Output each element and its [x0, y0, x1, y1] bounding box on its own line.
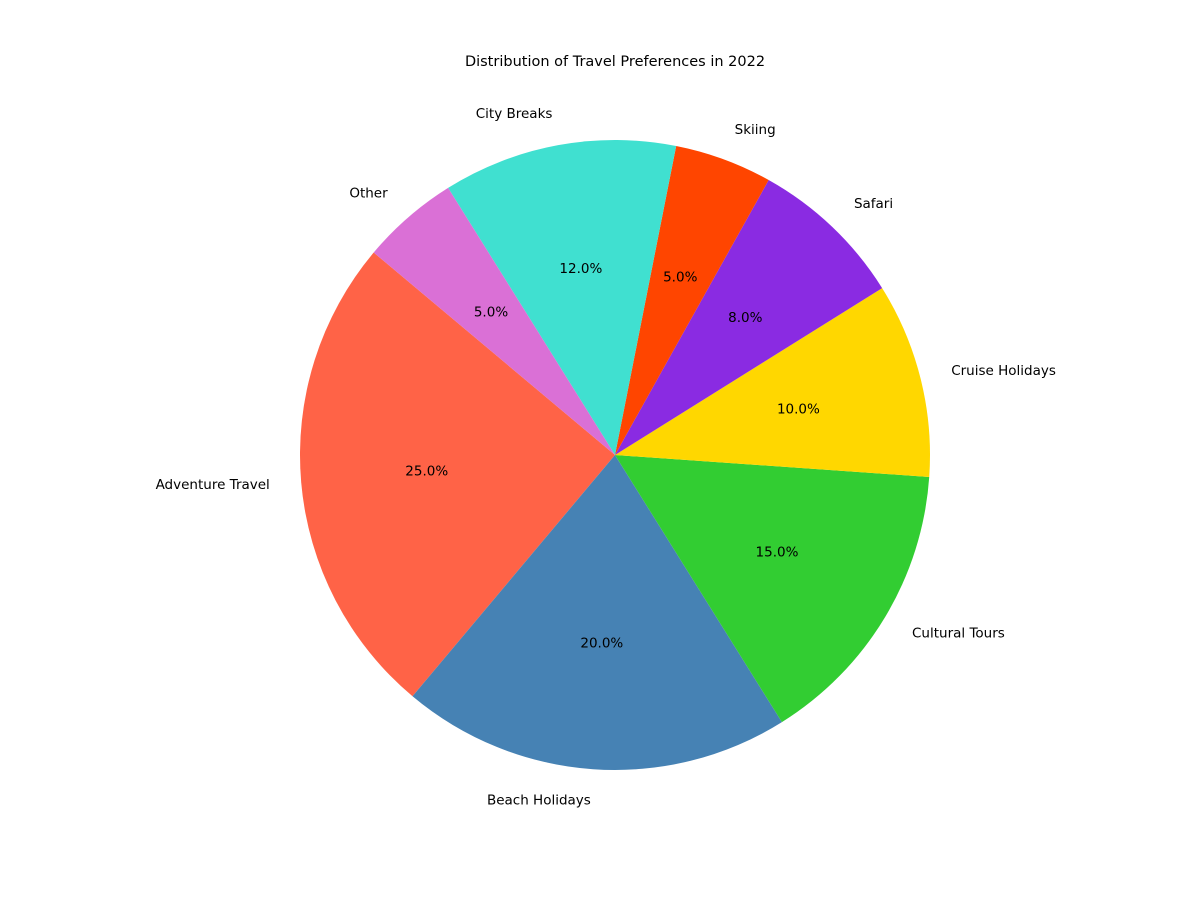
pct-label-adventure-travel: 25.0%	[405, 463, 448, 479]
slice-label-cruise-holidays: Cruise Holidays	[951, 363, 1056, 379]
pct-label-skiing: 5.0%	[663, 270, 697, 286]
pie-slice-cruise-holidays	[615, 288, 930, 477]
pie-slice-other	[373, 187, 615, 456]
pie-slice-city-breaks	[448, 140, 677, 455]
pie-slice-safari	[615, 180, 883, 455]
slice-label-skiing: Skiing	[735, 122, 776, 138]
slice-label-adventure-travel: Adventure Travel	[156, 477, 270, 493]
pct-label-other: 5.0%	[474, 304, 508, 320]
pie-slice-skiing	[615, 146, 769, 455]
pie-slice-adventure-travel	[300, 252, 615, 697]
pct-label-beach-holidays: 20.0%	[580, 636, 623, 652]
pct-label-safari: 8.0%	[728, 310, 762, 326]
pie-slice-cultural-tours	[615, 455, 930, 723]
pie-labels: Adventure Travel 25.0% Beach Holidays 20.0%…	[156, 106, 1056, 808]
pie-slice-beach-holidays	[412, 455, 782, 771]
slice-label-beach-holidays: Beach Holidays	[487, 793, 591, 809]
slice-label-cultural-tours: Cultural Tours	[912, 625, 1005, 641]
slice-label-city-breaks: City Breaks	[476, 106, 553, 122]
pct-label-cruise-holidays: 10.0%	[777, 401, 820, 417]
pie-slices	[300, 140, 930, 771]
chart-title: Distribution of Travel Preferences in 20…	[465, 54, 765, 70]
pct-label-city-breaks: 12.0%	[559, 261, 602, 277]
slice-label-safari: Safari	[854, 196, 893, 212]
slice-label-other: Other	[349, 185, 388, 201]
pct-label-cultural-tours: 15.0%	[756, 544, 799, 560]
